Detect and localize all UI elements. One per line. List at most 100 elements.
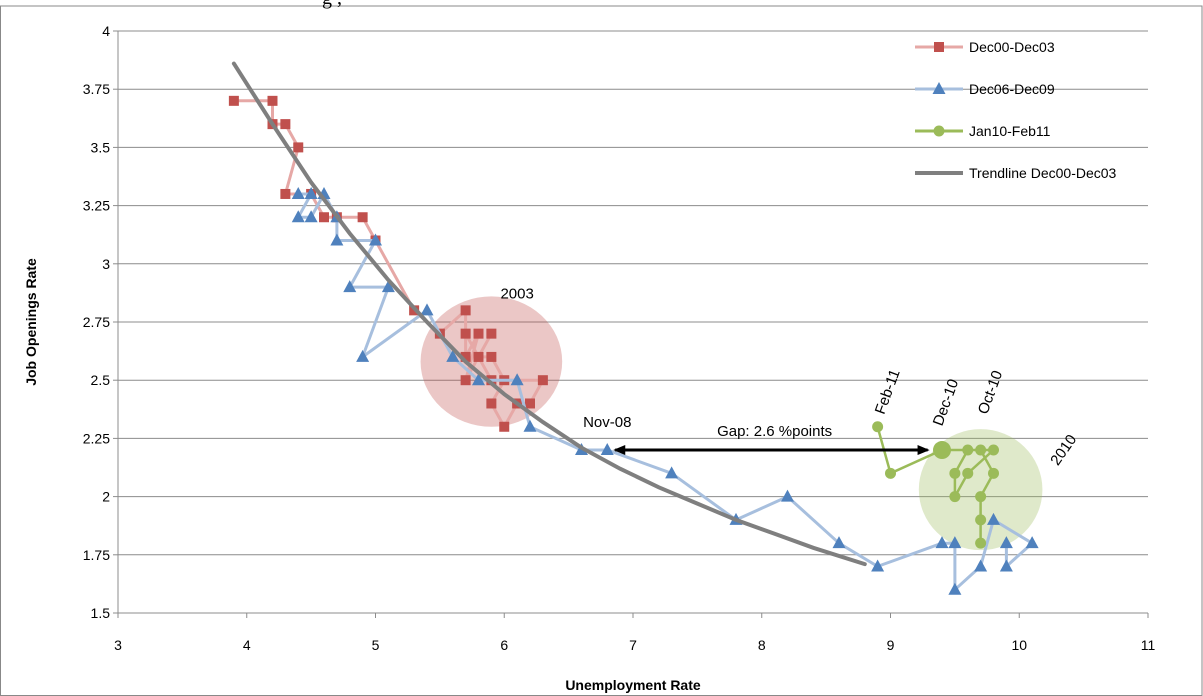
series-line	[296, 192, 1034, 592]
y-tick-label: 2.75	[83, 314, 110, 330]
data-point-square	[486, 398, 497, 409]
data-point-triangle	[871, 559, 885, 572]
data-point-square	[460, 351, 471, 362]
data-point-square	[267, 95, 278, 106]
data-point-square	[486, 351, 497, 362]
data-point-triangle	[665, 466, 679, 479]
data-point-square	[319, 212, 329, 223]
annotation: Nov-08	[583, 414, 631, 431]
legend-swatch-marker	[933, 125, 945, 137]
data-point-triangle	[832, 536, 846, 549]
data-point-square	[280, 188, 291, 199]
data-point-triangle	[999, 559, 1013, 572]
legend-item: Dec00-Dec03	[915, 39, 1055, 55]
data-point-highlight	[933, 441, 951, 460]
data-point-circle	[988, 467, 999, 479]
data-point-circle	[962, 467, 974, 479]
annotation: Gap: 2.6 %points	[717, 423, 832, 440]
axes: 1.5 1.75 2 2.25 2.5 2.75 3 3.25 3.5 3.75 4 3 4 5 6 7 8 9 1…	[83, 23, 1156, 653]
legend-swatch-marker	[934, 42, 944, 52]
annotation: 2010	[1047, 432, 1080, 469]
data-point-square	[537, 375, 548, 386]
chart-border	[0, 5, 1203, 696]
data-point-circle	[975, 444, 987, 456]
data-point-square	[460, 375, 471, 386]
grid	[118, 30, 1148, 614]
data-point-circle	[975, 491, 987, 503]
y-tick-label: 3.5	[91, 139, 111, 155]
data-point-circle	[949, 491, 961, 503]
data-point-triangle	[510, 373, 524, 386]
annotation: Oct-10	[975, 368, 1006, 416]
top-caption: g ,	[322, 0, 342, 9]
data-point-square	[228, 95, 239, 106]
data-point-triangle	[999, 536, 1013, 549]
data-point-square	[460, 328, 471, 339]
data-point-triangle	[304, 186, 318, 199]
data-point-triangle	[935, 536, 949, 549]
data-point-triangle	[948, 536, 962, 549]
data-point-triangle	[304, 210, 318, 223]
legend-item: Jan10-Feb11	[915, 123, 1051, 139]
data-point-square	[357, 212, 368, 223]
data-point-triangle	[948, 582, 962, 595]
legend-label: Dec06-Dec09	[969, 81, 1055, 97]
data-point-square	[473, 328, 484, 339]
data-point-circle	[962, 444, 974, 456]
x-tick-label: 5	[372, 637, 380, 653]
data-point-triangle	[291, 210, 305, 223]
data-point-circle	[872, 421, 884, 433]
data-point-triangle	[420, 303, 434, 316]
data-point-square	[293, 142, 304, 153]
y-tick-label: 1.75	[83, 547, 110, 563]
series	[228, 61, 1039, 595]
highlight-region-2010	[918, 429, 1043, 551]
y-tick-label: 3	[102, 256, 110, 272]
data-point-square	[473, 351, 484, 362]
annotation: Feb-11	[872, 367, 904, 416]
data-point-triangle	[600, 443, 614, 456]
legend: Dec00-Dec03 Dec06-Dec09 Jan10-Feb11 Trendli…	[915, 39, 1117, 181]
data-point-triangle	[381, 280, 395, 293]
y-tick-label: 2	[102, 489, 110, 505]
data-point-circle	[988, 444, 999, 456]
trendline	[231, 61, 867, 567]
series-jan10-feb11	[872, 421, 999, 549]
legend-label: Dec00-Dec03	[969, 39, 1055, 55]
data-point-circle	[885, 467, 896, 479]
legend-item: Trendline Dec00-Dec03	[915, 165, 1117, 181]
legend-item: Dec06-Dec09	[915, 81, 1055, 97]
data-point-triangle	[1025, 536, 1039, 549]
legend-swatch-marker	[932, 82, 946, 94]
y-tick-label: 3.75	[83, 81, 110, 97]
data-point-triangle	[343, 280, 357, 293]
x-tick-label: 11	[1141, 637, 1156, 653]
data-point-triangle	[330, 233, 344, 246]
annotation: 2003	[500, 286, 533, 303]
y-axis-title: Job Openings Rate	[23, 258, 39, 386]
data-point-circle	[975, 537, 987, 549]
x-tick-label: 8	[758, 637, 766, 653]
x-tick-label: 6	[500, 637, 508, 653]
data-point-square	[499, 421, 510, 432]
legend-label: Jan10-Feb11	[969, 123, 1051, 139]
data-point-triangle	[369, 233, 382, 246]
data-point-triangle	[291, 186, 305, 199]
y-tick-label: 2.5	[91, 372, 111, 388]
series-trendline-dec00-dec03	[231, 61, 867, 567]
series-dec06-dec09	[291, 186, 1039, 595]
annotation: Dec-10	[930, 377, 963, 428]
y-tick-label: 3.25	[83, 198, 110, 214]
data-point-square	[486, 328, 497, 339]
y-tick-label: 2.25	[83, 430, 110, 446]
data-point-circle	[949, 467, 961, 479]
y-tick-label: 1.5	[91, 605, 111, 621]
data-point-triangle	[472, 373, 485, 386]
data-point-triangle	[781, 489, 794, 502]
legend-label: Trendline Dec00-Dec03	[969, 165, 1117, 181]
data-point-triangle	[974, 559, 988, 572]
y-tick-label: 4	[102, 23, 110, 39]
data-point-triangle	[987, 512, 1000, 525]
x-tick-label: 10	[1011, 637, 1027, 653]
